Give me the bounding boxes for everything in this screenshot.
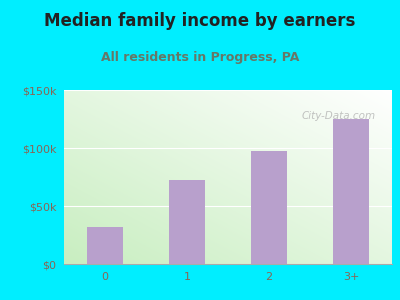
Bar [250,152,288,264]
Bar [86,227,124,264]
Text: City-Data.com: City-Data.com [302,111,376,121]
Text: All residents in Progress, PA: All residents in Progress, PA [101,51,299,64]
Text: Median family income by earners: Median family income by earners [44,12,356,30]
Bar [332,119,370,264]
Bar [168,181,206,264]
